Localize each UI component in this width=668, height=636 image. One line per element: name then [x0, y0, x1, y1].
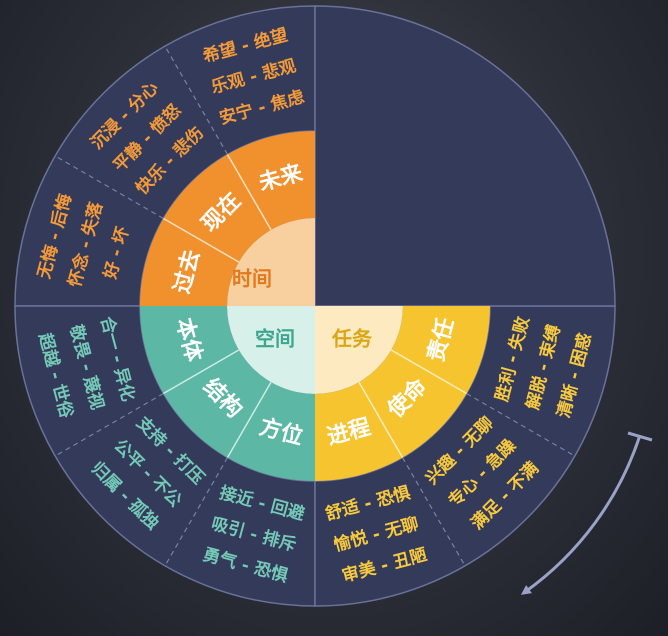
space-middle-ring [140, 306, 315, 481]
time-center-label: 时间 [232, 267, 272, 291]
rotation-arrow [520, 431, 653, 595]
middle-divider [226, 154, 272, 231]
middle-divider [163, 217, 240, 263]
sector-divider [54, 392, 164, 457]
middle-divider [163, 349, 240, 395]
sector-divider [54, 155, 164, 220]
time-middle-ring [140, 131, 315, 306]
sector-divider [466, 392, 576, 457]
middle-divider [358, 381, 404, 458]
time-center [227, 218, 315, 306]
task-center [315, 306, 403, 394]
space-center-label: 空间 [255, 327, 295, 351]
task-middle-ring [315, 306, 490, 481]
sector-divider [164, 45, 229, 155]
space-center [227, 306, 315, 394]
sector-divider [164, 457, 229, 567]
middle-divider [390, 349, 467, 395]
sector-divider [401, 457, 466, 567]
task-center-label: 任务 [331, 327, 373, 351]
middle-divider [226, 381, 272, 458]
empty-quadrant [314, 5, 616, 307]
